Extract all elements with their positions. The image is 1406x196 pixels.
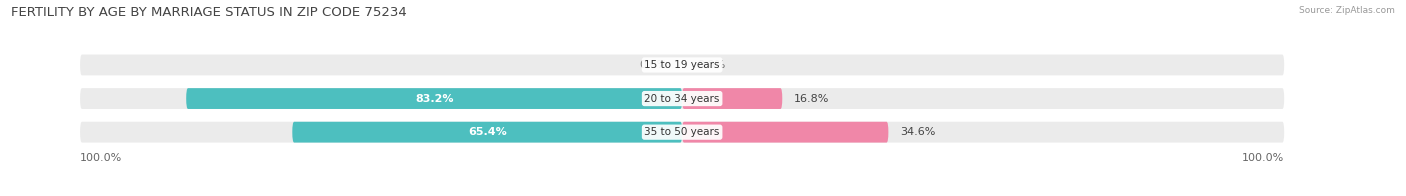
Text: 0.0%: 0.0% xyxy=(638,60,668,70)
Text: 65.4%: 65.4% xyxy=(468,127,506,137)
Text: 15 to 19 years: 15 to 19 years xyxy=(644,60,720,70)
FancyBboxPatch shape xyxy=(80,88,1284,109)
FancyBboxPatch shape xyxy=(80,54,1284,75)
Text: 34.6%: 34.6% xyxy=(900,127,935,137)
Text: 100.0%: 100.0% xyxy=(1241,153,1284,163)
Text: 83.2%: 83.2% xyxy=(415,93,453,103)
FancyBboxPatch shape xyxy=(292,122,682,142)
Text: 20 to 34 years: 20 to 34 years xyxy=(644,93,720,103)
Text: Source: ZipAtlas.com: Source: ZipAtlas.com xyxy=(1299,6,1395,15)
Text: 16.8%: 16.8% xyxy=(794,93,830,103)
FancyBboxPatch shape xyxy=(682,122,889,142)
Text: 100.0%: 100.0% xyxy=(80,153,122,163)
FancyBboxPatch shape xyxy=(682,88,782,109)
Text: 0.0%: 0.0% xyxy=(697,60,725,70)
FancyBboxPatch shape xyxy=(186,88,682,109)
FancyBboxPatch shape xyxy=(80,122,1284,142)
Text: 35 to 50 years: 35 to 50 years xyxy=(644,127,720,137)
Text: FERTILITY BY AGE BY MARRIAGE STATUS IN ZIP CODE 75234: FERTILITY BY AGE BY MARRIAGE STATUS IN Z… xyxy=(11,6,406,19)
